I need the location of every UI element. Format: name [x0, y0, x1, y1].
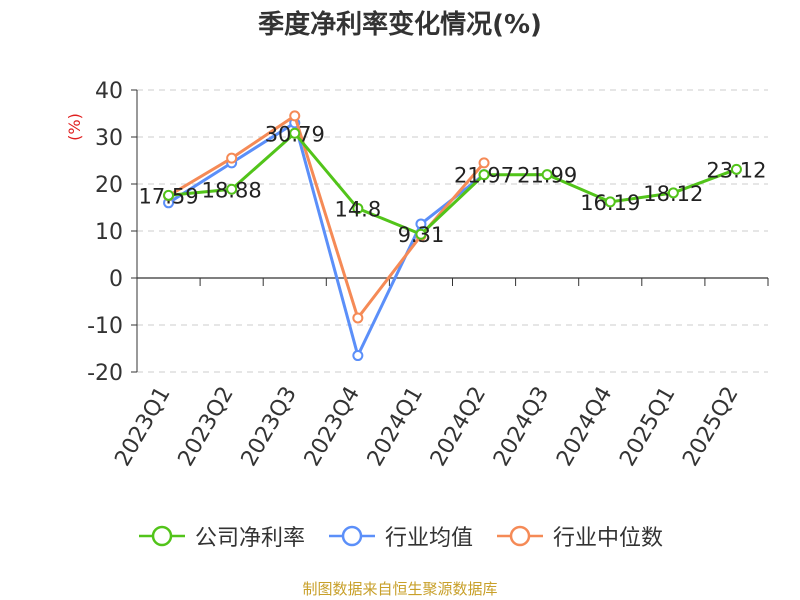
y-tick-label: -20 — [87, 361, 123, 386]
data-label: 16.19 — [580, 191, 640, 215]
data-label: 23.12 — [706, 158, 766, 182]
legend-marker-icon — [328, 525, 375, 547]
series-line — [168, 131, 737, 236]
data-point — [289, 127, 301, 139]
data-point — [541, 169, 553, 181]
chart-title: 季度净利率变化情况(%) — [258, 10, 542, 40]
y-axis-title: (%) — [65, 113, 84, 141]
data-label: 18.12 — [643, 182, 703, 206]
y-tick-label: 0 — [109, 267, 123, 292]
x-tick-label: 2023Q3 — [237, 383, 302, 471]
data-point — [667, 187, 679, 199]
data-point — [289, 110, 301, 122]
data-point — [163, 189, 175, 201]
data-point — [226, 152, 238, 164]
x-tick-label: 2024Q4 — [552, 383, 617, 471]
legend-label: 公司净利率 — [194, 526, 305, 551]
x-tick-label: 2023Q1 — [110, 383, 175, 471]
legend-item: 公司净利率 — [137, 520, 305, 552]
x-tick-label: 2024Q1 — [363, 383, 428, 471]
y-tick-label: 10 — [95, 220, 123, 245]
legend-label: 行业中位数 — [553, 526, 664, 551]
legend-marker-icon — [138, 525, 185, 547]
data-label: 17.59 — [138, 184, 198, 208]
x-tick-label: 2023Q4 — [300, 383, 365, 471]
series-line — [167, 121, 485, 358]
x-tick-label: 2025Q2 — [678, 383, 743, 471]
y-tick-label: 30 — [95, 126, 123, 151]
data-label: 14.8 — [334, 197, 381, 221]
data-point — [226, 183, 238, 195]
data-point — [478, 169, 490, 181]
data-point — [478, 157, 490, 169]
data-point — [604, 196, 616, 208]
data-point — [415, 218, 427, 230]
y-tick-label: -10 — [87, 314, 123, 339]
y-tick-label: 40 — [95, 79, 123, 104]
data-point — [352, 312, 364, 324]
data-label: 21.99 — [517, 164, 577, 188]
legend-item: 行业中位数 — [495, 520, 663, 552]
data-label: 21.97 — [454, 164, 514, 188]
data-label: 18.88 — [202, 178, 262, 202]
legend-item: 行业均值 — [327, 520, 473, 552]
y-tick-label: 20 — [95, 173, 123, 198]
x-tick-label: 2024Q2 — [426, 383, 491, 471]
x-tick-label: 2023Q2 — [174, 383, 239, 471]
legend-marker-icon — [497, 525, 543, 547]
data-point — [352, 202, 364, 214]
series-line — [167, 114, 486, 320]
data-point — [352, 350, 364, 362]
data-label: 30.79 — [265, 122, 325, 146]
data-label: 9.31 — [398, 223, 445, 247]
data-point — [415, 228, 427, 240]
legend-label: 行业均值 — [384, 526, 473, 551]
source-note: 制图数据来自恒生聚源数据库 — [302, 580, 498, 598]
x-tick-label: 2025Q1 — [615, 383, 680, 471]
data-point — [730, 163, 742, 175]
legend: 公司净利率 行业均值 行业中位数 — [0, 520, 800, 552]
x-tick-label: 2024Q3 — [489, 383, 554, 471]
